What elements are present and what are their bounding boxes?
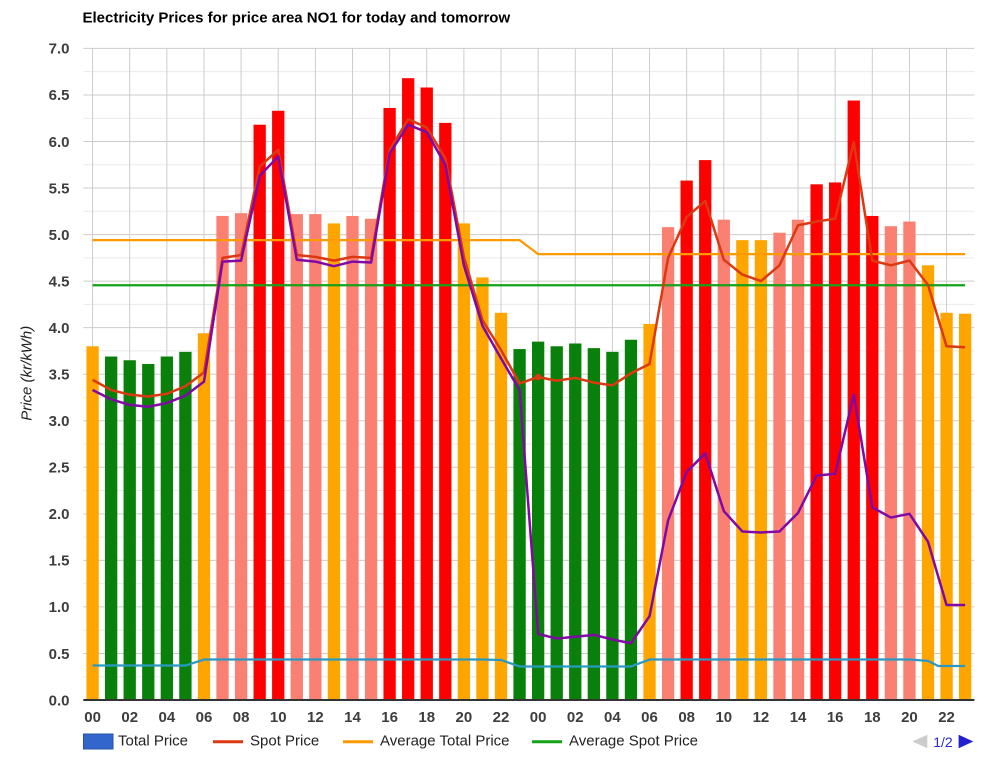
svg-text:00: 00 (84, 709, 101, 726)
svg-text:02: 02 (567, 709, 584, 726)
svg-text:06: 06 (641, 709, 658, 726)
svg-text:08: 08 (233, 709, 250, 726)
svg-text:12: 12 (753, 709, 770, 726)
svg-text:5.5: 5.5 (49, 180, 70, 197)
svg-text:10: 10 (715, 709, 732, 726)
svg-text:4.5: 4.5 (49, 273, 70, 290)
svg-text:14: 14 (344, 709, 361, 726)
svg-text:22: 22 (938, 709, 955, 726)
svg-text:5.0: 5.0 (49, 227, 70, 244)
svg-text:18: 18 (418, 709, 435, 726)
svg-text:06: 06 (196, 709, 213, 726)
svg-text:20: 20 (456, 709, 473, 726)
svg-text:2.0: 2.0 (49, 506, 70, 523)
svg-text:08: 08 (678, 709, 695, 726)
svg-text:0.5: 0.5 (49, 646, 70, 663)
svg-text:1.0: 1.0 (49, 599, 70, 616)
svg-text:6.5: 6.5 (49, 87, 70, 104)
svg-text:02: 02 (121, 709, 138, 726)
svg-text:10: 10 (270, 709, 287, 726)
svg-text:Price (kr/kWh): Price (kr/kWh) (19, 326, 36, 421)
svg-text:20: 20 (901, 709, 918, 726)
svg-text:0.0: 0.0 (49, 692, 70, 709)
svg-text:2.5: 2.5 (49, 460, 70, 477)
svg-text:1/2: 1/2 (933, 734, 953, 750)
svg-text:Spot Price: Spot Price (250, 732, 319, 749)
svg-text:22: 22 (493, 709, 510, 726)
svg-text:4.0: 4.0 (49, 320, 70, 337)
svg-text:3.0: 3.0 (49, 413, 70, 430)
svg-text:14: 14 (790, 709, 807, 726)
svg-text:6.0: 6.0 (49, 134, 70, 151)
svg-text:Electricity Prices for price a: Electricity Prices for price area NO1 fo… (83, 10, 511, 27)
svg-text:Total Price: Total Price (118, 732, 188, 749)
svg-text:Average Total Price: Average Total Price (380, 732, 510, 749)
svg-text:3.5: 3.5 (49, 367, 70, 384)
svg-text:7.0: 7.0 (49, 41, 70, 58)
svg-text:04: 04 (158, 709, 175, 726)
svg-text:16: 16 (381, 709, 398, 726)
svg-text:00: 00 (530, 709, 547, 726)
svg-text:16: 16 (827, 709, 844, 726)
svg-text:1.5: 1.5 (49, 553, 70, 570)
svg-text:12: 12 (307, 709, 324, 726)
svg-text:Average Spot Price: Average Spot Price (569, 732, 698, 749)
svg-text:18: 18 (864, 709, 881, 726)
svg-text:04: 04 (604, 709, 621, 726)
